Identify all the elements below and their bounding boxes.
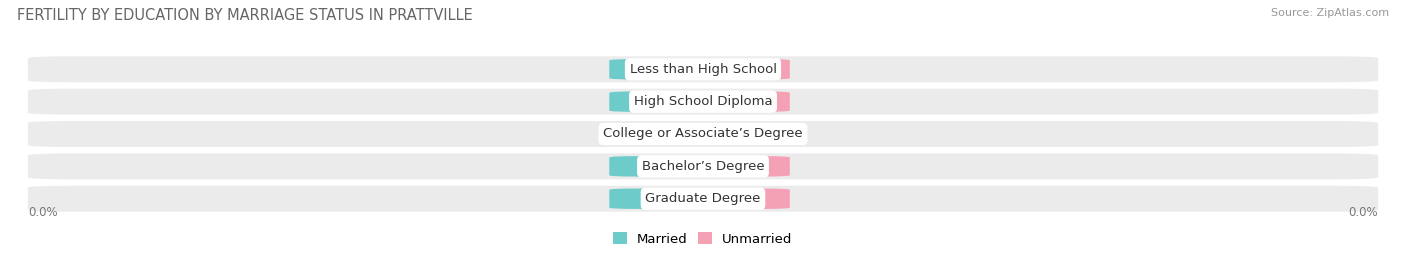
FancyBboxPatch shape xyxy=(28,121,1378,147)
Text: 0.0%: 0.0% xyxy=(643,128,675,140)
FancyBboxPatch shape xyxy=(609,124,706,144)
Text: Bachelor’s Degree: Bachelor’s Degree xyxy=(641,160,765,173)
FancyBboxPatch shape xyxy=(700,124,790,144)
Text: 0.0%: 0.0% xyxy=(728,63,761,76)
Text: 0.0%: 0.0% xyxy=(643,95,675,108)
FancyBboxPatch shape xyxy=(700,188,790,209)
FancyBboxPatch shape xyxy=(28,186,1378,212)
FancyBboxPatch shape xyxy=(28,56,1378,82)
FancyBboxPatch shape xyxy=(28,153,1378,179)
FancyBboxPatch shape xyxy=(28,89,1378,115)
Legend: Married, Unmarried: Married, Unmarried xyxy=(609,227,797,251)
Text: 0.0%: 0.0% xyxy=(728,160,761,173)
Text: High School Diploma: High School Diploma xyxy=(634,95,772,108)
Text: 0.0%: 0.0% xyxy=(1348,206,1378,219)
Text: Source: ZipAtlas.com: Source: ZipAtlas.com xyxy=(1271,8,1389,18)
Text: FERTILITY BY EDUCATION BY MARRIAGE STATUS IN PRATTVILLE: FERTILITY BY EDUCATION BY MARRIAGE STATU… xyxy=(17,8,472,23)
FancyBboxPatch shape xyxy=(609,59,706,80)
FancyBboxPatch shape xyxy=(609,91,706,112)
FancyBboxPatch shape xyxy=(609,156,706,177)
FancyBboxPatch shape xyxy=(700,156,790,177)
FancyBboxPatch shape xyxy=(700,59,790,80)
Text: 0.0%: 0.0% xyxy=(643,160,675,173)
Text: 0.0%: 0.0% xyxy=(728,95,761,108)
Text: 0.0%: 0.0% xyxy=(728,128,761,140)
Text: 0.0%: 0.0% xyxy=(643,63,675,76)
Text: College or Associate’s Degree: College or Associate’s Degree xyxy=(603,128,803,140)
Text: 0.0%: 0.0% xyxy=(728,192,761,205)
Text: 0.0%: 0.0% xyxy=(28,206,58,219)
Text: Less than High School: Less than High School xyxy=(630,63,776,76)
Text: Graduate Degree: Graduate Degree xyxy=(645,192,761,205)
Text: 0.0%: 0.0% xyxy=(643,192,675,205)
FancyBboxPatch shape xyxy=(609,188,706,209)
FancyBboxPatch shape xyxy=(700,91,790,112)
